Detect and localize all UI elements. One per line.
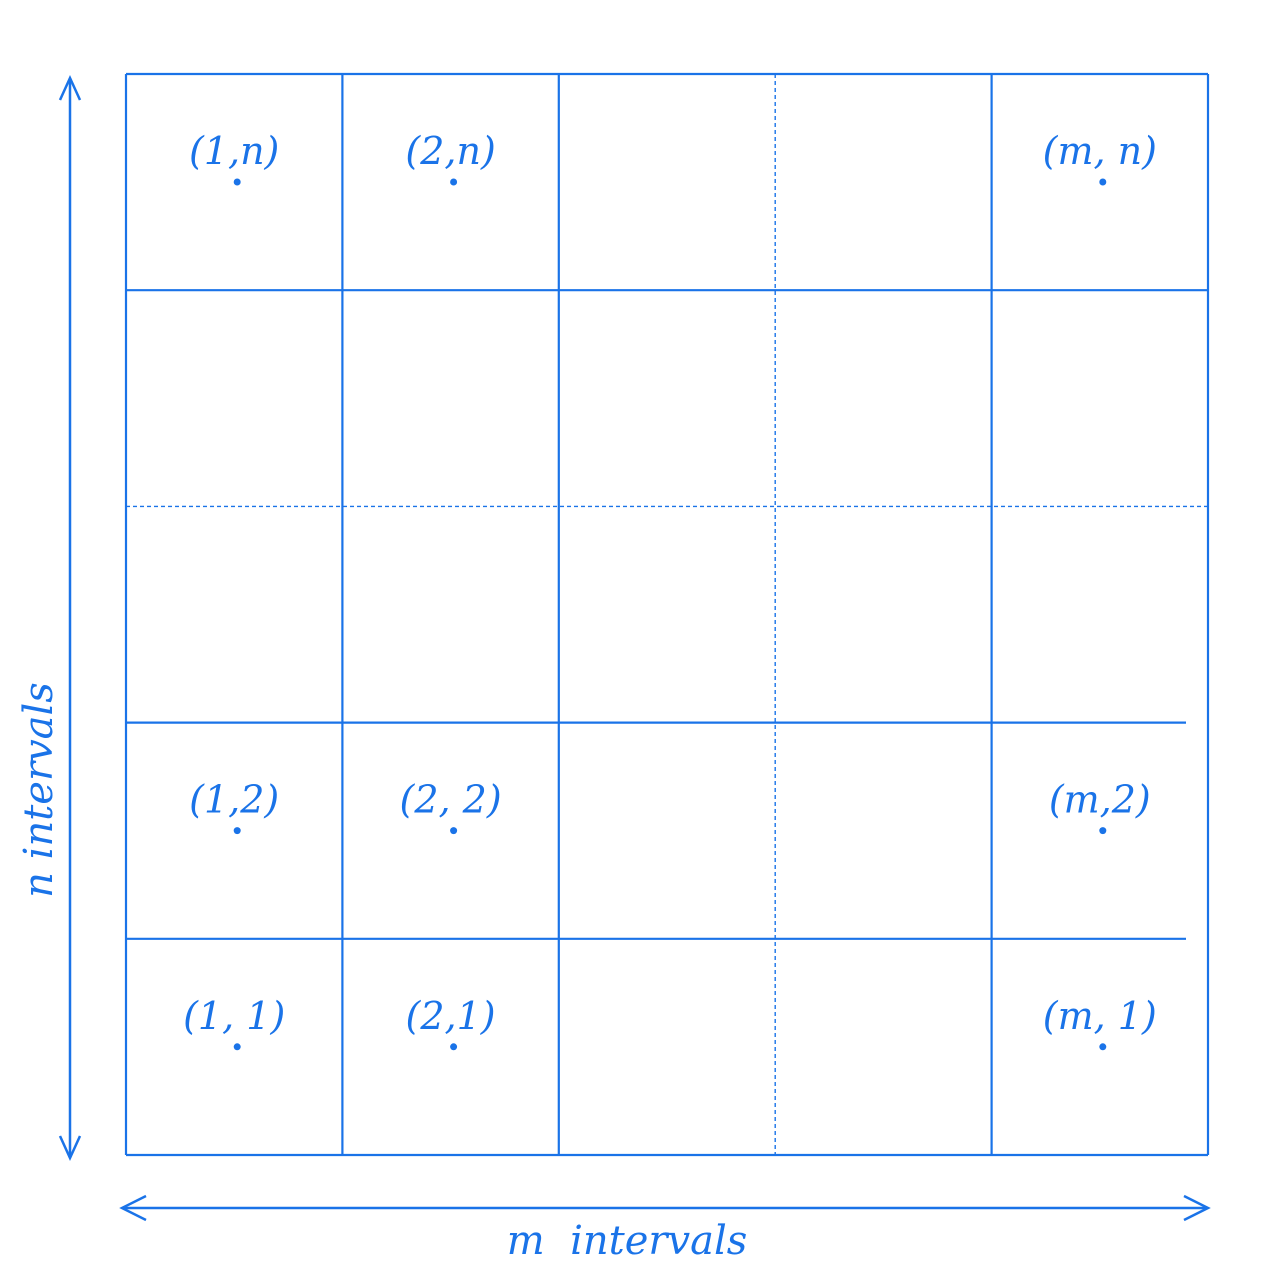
cell-point	[450, 827, 458, 835]
cell-label: (1,n)	[189, 129, 279, 173]
cell-label: (2,n)	[405, 129, 495, 173]
cell-label: (m, n)	[1043, 129, 1157, 173]
grid-lines	[124, 72, 1210, 1157]
cell-point	[233, 178, 241, 186]
cell-label: (m,2)	[1049, 778, 1151, 822]
cell-point	[1099, 178, 1107, 186]
cell-labels: (1,n) (2,n) (m, n) (1,2) (2, 2) (m,2) (1, 1) (2…	[183, 129, 1157, 1038]
horizontal-axis-label: m intervals	[507, 1218, 748, 1264]
cell-label: (2, 2)	[400, 778, 502, 822]
cell-label: (1, 1)	[183, 994, 285, 1038]
cell-label: (m, 1)	[1043, 994, 1157, 1038]
cell-point	[233, 827, 241, 835]
cell-label: (1,2)	[189, 778, 279, 822]
cell-label: (2,1)	[406, 994, 496, 1038]
cell-points	[233, 178, 1107, 1051]
cell-point	[1099, 1043, 1107, 1051]
horizontal-double-arrow	[119, 1194, 1211, 1222]
cell-point	[450, 1043, 458, 1051]
cell-point	[450, 178, 458, 186]
vertical-axis-label: n intervals	[16, 682, 62, 898]
cell-point	[1099, 827, 1107, 835]
cell-point	[233, 1043, 241, 1051]
vertical-double-arrow	[58, 74, 82, 1162]
